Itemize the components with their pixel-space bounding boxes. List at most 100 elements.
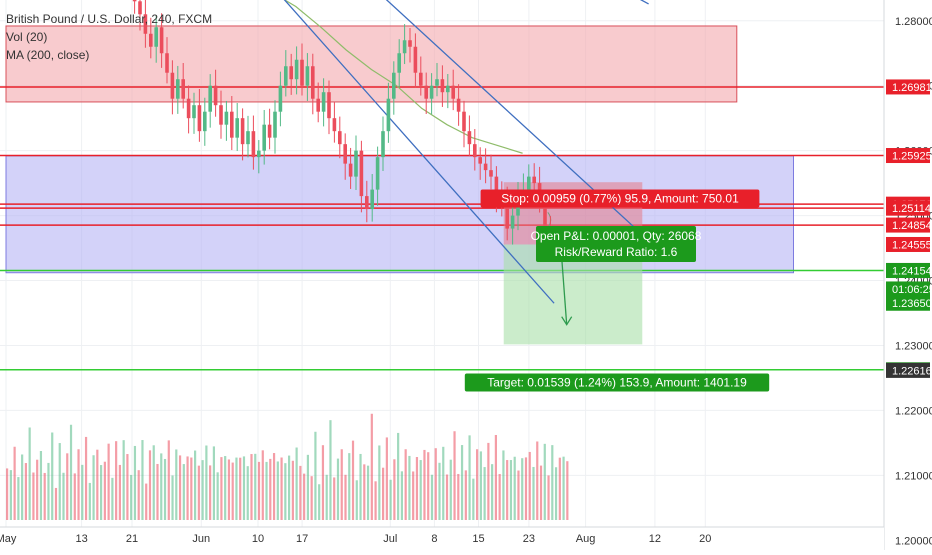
symbol-title[interactable]: British Pound / U.S. Dollar, 240, FXCM xyxy=(6,12,213,26)
candle-up xyxy=(446,85,450,93)
volume-bar xyxy=(197,465,200,520)
volume-bar xyxy=(77,449,80,520)
volume-bar xyxy=(254,453,257,520)
risk-reward-label: Risk/Reward Ratio: 1.6 xyxy=(555,245,678,259)
volume-bar xyxy=(21,454,24,520)
candle-up xyxy=(294,59,299,80)
volume-bar xyxy=(122,440,125,520)
volume-bar xyxy=(58,443,61,520)
candle-down xyxy=(332,118,337,132)
volume-bar xyxy=(118,464,121,520)
candle-up xyxy=(154,27,158,47)
price-tag-background xyxy=(886,148,930,164)
candle-up xyxy=(510,215,515,229)
volume-bar xyxy=(130,474,133,520)
candle-up xyxy=(354,150,358,177)
volume-bar xyxy=(39,451,43,520)
price-tag-background xyxy=(886,217,930,233)
price-tag-label[interactable]: 1.25114 xyxy=(892,203,931,215)
volume-bar xyxy=(126,454,129,520)
volume-bar xyxy=(84,436,88,520)
volume-bar xyxy=(513,456,516,520)
volume-bar xyxy=(178,455,182,520)
volume-bar xyxy=(272,453,276,520)
stop-label-background xyxy=(480,189,760,208)
target-label: Target: 0.01539 (1.24%) 153.9, Amount: 1… xyxy=(487,376,747,390)
candle-down xyxy=(267,124,272,138)
volume-bar xyxy=(359,453,362,520)
volume-bar xyxy=(532,466,535,520)
volume-bar xyxy=(385,437,388,520)
volume-bar xyxy=(457,473,460,520)
candle-up xyxy=(257,150,261,158)
candle-up xyxy=(235,118,239,138)
volume-bar xyxy=(517,470,520,520)
volume-bar xyxy=(382,467,385,520)
volume-bar xyxy=(498,473,501,520)
candle-up xyxy=(278,85,283,112)
volume-bar xyxy=(434,448,437,520)
price-tag-background xyxy=(886,263,930,279)
candle-down xyxy=(165,53,169,73)
moving-average-layer xyxy=(283,0,523,154)
candle-down xyxy=(289,66,293,80)
volume-bar xyxy=(156,463,159,520)
price-tag-label[interactable]: 1.24154 xyxy=(892,266,932,278)
time-axis[interactable]: May 13 21 Jun 10 17 Jul 8 15 23 Aug 12 20 xyxy=(0,526,884,550)
candle-down xyxy=(251,131,256,158)
candle-down xyxy=(456,98,461,112)
volume-bar xyxy=(66,453,69,520)
volume-bar xyxy=(47,462,50,520)
candle-up xyxy=(284,66,288,86)
volume-bar xyxy=(494,434,497,520)
candle-up xyxy=(203,111,207,132)
candle-down xyxy=(467,131,472,145)
price-axis[interactable]: 1.280001.270001.260001.250001.240001.230… xyxy=(883,0,932,550)
volume-bar xyxy=(257,461,261,520)
volume-bar xyxy=(374,481,377,520)
volume-bar xyxy=(430,474,434,520)
price-tag-background xyxy=(886,200,930,216)
price-tick-label: 1.28000 xyxy=(895,16,932,28)
volume-bar xyxy=(148,450,152,520)
candle-down xyxy=(408,40,412,47)
time-tick-label: 17 xyxy=(296,533,308,545)
chart-legend: British Pound / U.S. Dollar, 240, FXCM V… xyxy=(6,10,212,64)
candle-down xyxy=(327,92,331,119)
volume-bar xyxy=(351,440,355,520)
volume-bar xyxy=(107,443,110,520)
ma-200-line xyxy=(283,0,523,154)
volume-bar xyxy=(408,455,411,520)
price-tag-label[interactable]: 1.22616 xyxy=(892,365,932,377)
candle-down xyxy=(419,72,423,86)
volume-bar xyxy=(389,479,392,520)
volume-bar xyxy=(483,467,486,520)
ma-indicator-label[interactable]: MA (200, close) xyxy=(6,48,90,62)
volume-bar xyxy=(145,483,148,520)
candle-down xyxy=(483,163,488,171)
price-tag-label[interactable]: 1.25925 xyxy=(892,151,932,163)
trend-channel-line[interactable] xyxy=(245,0,555,304)
price-tag-label[interactable]: 01:06:25 xyxy=(892,284,932,296)
time-tick-label: 20 xyxy=(699,533,711,545)
time-axis-background xyxy=(0,527,884,550)
volume-bar xyxy=(476,449,479,520)
volume-bar xyxy=(284,463,287,520)
volume-bar xyxy=(299,465,302,520)
candle-up xyxy=(370,189,374,210)
volume-bar xyxy=(547,475,550,520)
volume-indicator-label[interactable]: Vol (20) xyxy=(6,30,48,44)
price-tag-label[interactable]: 1.26981 xyxy=(892,82,932,94)
price-tag-label[interactable]: 1.24555 xyxy=(892,239,932,251)
candle-down xyxy=(316,98,320,112)
price-tag-label[interactable]: 1.24854 xyxy=(892,220,932,232)
volume-bar xyxy=(36,459,39,520)
volume-bar xyxy=(303,473,306,520)
candle-down xyxy=(478,157,482,164)
candle-up xyxy=(375,157,380,190)
price-tag-label[interactable]: 1.23650 xyxy=(892,298,932,310)
candle-down xyxy=(300,59,304,86)
candle-down xyxy=(494,176,499,197)
